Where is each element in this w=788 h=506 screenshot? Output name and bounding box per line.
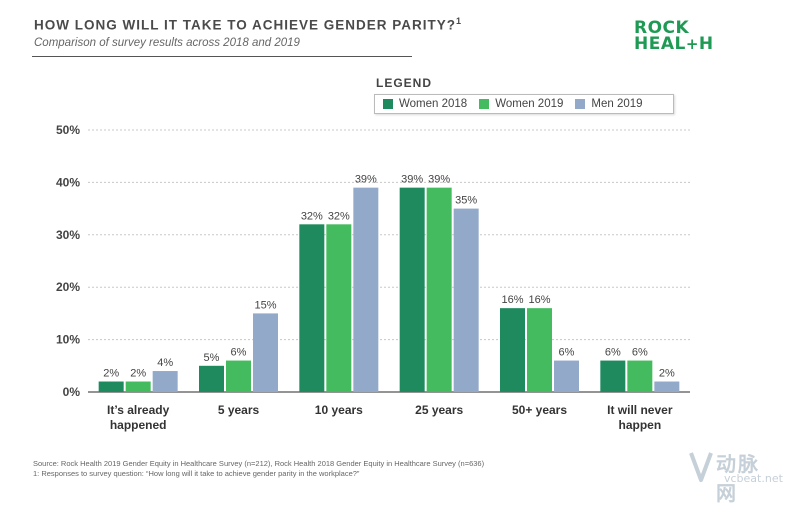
logo-line-2: HEAL+H — [634, 34, 714, 54]
x-tick-label: It’s already happened — [107, 403, 170, 432]
x-tick-label: 5 years — [218, 403, 260, 417]
title-footnote-marker: 1 — [456, 16, 463, 26]
bar — [453, 208, 479, 392]
y-tick-label: 30% — [56, 228, 80, 242]
data-label: 39% — [428, 174, 450, 186]
data-label: 39% — [355, 174, 377, 186]
legend: Women 2018 Women 2019 Men 2019 — [374, 94, 674, 114]
bar — [353, 187, 379, 392]
bar — [299, 224, 325, 392]
bar — [500, 308, 525, 392]
x-tick-label-line: 50+ years — [512, 403, 567, 417]
x-tick-label-line: 25 years — [415, 403, 463, 417]
bar — [627, 360, 653, 392]
data-label: 16% — [501, 294, 523, 306]
x-tick-label-line: happened — [110, 418, 167, 432]
x-tick-label: It will never happen — [607, 403, 673, 432]
bar — [152, 371, 178, 392]
data-label: 39% — [401, 174, 423, 186]
bar — [326, 224, 352, 392]
x-tick-label: 50+ years — [512, 403, 567, 417]
x-tick-label-line: 5 years — [218, 403, 260, 417]
watermark-logo-icon — [689, 452, 713, 482]
bar — [253, 313, 278, 392]
bar — [199, 365, 224, 392]
bar — [600, 360, 626, 392]
x-tick-label-line: It will never — [607, 403, 673, 417]
logo-line-1: ROCK — [634, 18, 690, 38]
legend-item-women-2019: Women 2019 — [479, 98, 563, 110]
bar — [399, 187, 425, 392]
legend-swatch — [575, 99, 586, 109]
rock-health-logo: ROCK HEAL+H — [634, 18, 714, 54]
data-label: 2% — [103, 368, 119, 380]
data-label: 2% — [659, 368, 675, 380]
bar — [554, 360, 579, 392]
legend-label: Women 2019 — [495, 98, 564, 110]
y-tick-label: 20% — [56, 280, 80, 294]
data-label: 15% — [254, 299, 276, 311]
y-tick-label: 0% — [63, 385, 81, 399]
data-label: 6% — [632, 347, 648, 359]
data-label: 32% — [328, 210, 350, 222]
data-label: 16% — [528, 294, 550, 306]
x-tick-label: 25 years — [415, 403, 463, 417]
data-label: 35% — [455, 195, 477, 207]
data-label: 6% — [605, 347, 621, 359]
bar — [426, 187, 452, 392]
data-label: 4% — [157, 357, 173, 369]
x-tick-label-line: It’s already — [107, 403, 170, 417]
legend-label: Men 2019 — [591, 98, 643, 110]
y-tick-label: 40% — [56, 175, 80, 189]
title-divider — [32, 56, 412, 57]
footer-notes: Source: Rock Health 2019 Gender Equity i… — [33, 459, 484, 479]
data-label: 5% — [204, 352, 220, 364]
bar — [654, 381, 680, 392]
chart-subtitle: Comparison of survey results across 2018… — [34, 37, 300, 49]
chart-title: HOW LONG WILL IT TAKE TO ACHIEVE GENDER … — [34, 16, 463, 33]
source-note: Source: Rock Health 2019 Gender Equity i… — [33, 459, 485, 468]
bar — [125, 381, 151, 392]
legend-item-men-2019: Men 2019 — [575, 98, 643, 110]
x-tick-label: 10 years — [315, 403, 363, 417]
watermark: 动脉网 vcbeat.net — [688, 448, 783, 505]
x-tick-label-line: 10 years — [315, 403, 363, 417]
bar — [98, 381, 124, 392]
legend-swatch — [383, 99, 393, 109]
legend-item-women-2018: Women 2018 — [383, 98, 467, 110]
y-tick-label: 50% — [56, 123, 80, 137]
watermark-url: vcbeat.net — [724, 472, 783, 485]
y-tick-label: 10% — [56, 333, 80, 347]
data-label: 32% — [301, 210, 323, 222]
footnote: 1: Responses to survey question: “How lo… — [33, 469, 360, 478]
data-label: 2% — [130, 368, 146, 380]
legend-title: LEGEND — [376, 76, 433, 90]
x-tick-label-line: happen — [618, 418, 661, 432]
data-label: 6% — [231, 347, 247, 359]
bar — [527, 308, 552, 392]
bar-chart: 0%10%20%30%40%50%2% 2%4%It’s already happe… — [56, 123, 690, 432]
legend-swatch — [479, 99, 490, 109]
data-label: 6% — [559, 347, 575, 359]
legend-label: Women 2018 — [399, 98, 468, 110]
bar — [226, 360, 251, 392]
